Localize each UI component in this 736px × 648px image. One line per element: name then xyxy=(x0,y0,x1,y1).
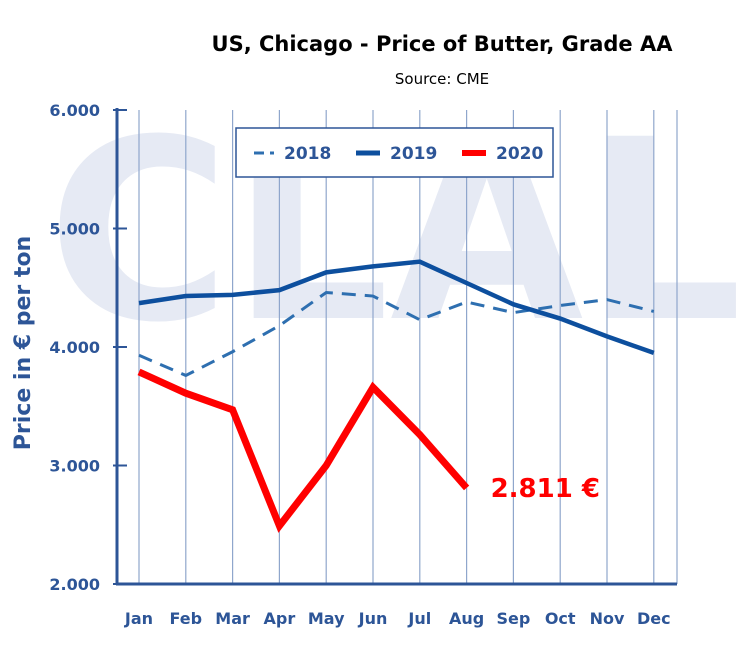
x-tick-label: Oct xyxy=(545,609,576,628)
x-tick-label: Apr xyxy=(264,609,296,628)
y-axis-ticks: 2.000 3.000 4.000 5.000 6.000 xyxy=(49,101,127,594)
legend-box xyxy=(235,127,554,178)
series-line-2018 xyxy=(138,290,655,378)
x-tick-label: Aug xyxy=(449,609,484,628)
legend-label-2019: 2019 xyxy=(390,144,437,164)
chart-subtitle: Source: CME xyxy=(395,70,489,88)
x-tick-label: Jan xyxy=(124,609,153,628)
gridlines xyxy=(138,110,678,584)
y-tick-label: 5.000 xyxy=(49,220,100,239)
x-axis-ticks: Jan Feb Mar Apr May Jun Jul Aug Sep Oct Nov Dec xyxy=(124,609,671,628)
x-tick-label: Mar xyxy=(215,609,250,628)
x-tick-label: Sep xyxy=(496,609,530,628)
legend-label-2018: 2018 xyxy=(284,144,331,164)
y-tick-label: 4.000 xyxy=(49,338,100,357)
x-tick-label: Nov xyxy=(590,609,625,628)
legend: 2018 2019 2020 xyxy=(235,127,554,178)
series-line-2019 xyxy=(138,259,655,356)
series-line-2020 xyxy=(137,368,470,533)
y-tick-label: 3.000 xyxy=(49,457,100,476)
x-tick-label: Feb xyxy=(170,609,203,628)
y-tick-label: 2.000 xyxy=(49,575,100,594)
x-tick-label: Jul xyxy=(407,609,431,628)
chart-title: US, Chicago - Price of Butter, Grade AA xyxy=(212,32,674,56)
annotations: 2.811 € xyxy=(491,474,600,504)
legend-label-2020: 2020 xyxy=(496,144,543,164)
annotation-label: 2.811 € xyxy=(491,474,600,504)
series-lines xyxy=(137,259,655,533)
x-tick-label: May xyxy=(308,609,345,628)
x-tick-label: Jun xyxy=(358,609,388,628)
x-tick-label: Dec xyxy=(637,609,671,628)
y-tick-label: 6.000 xyxy=(49,101,100,120)
y-axis-label: Price in € per ton xyxy=(11,236,36,450)
